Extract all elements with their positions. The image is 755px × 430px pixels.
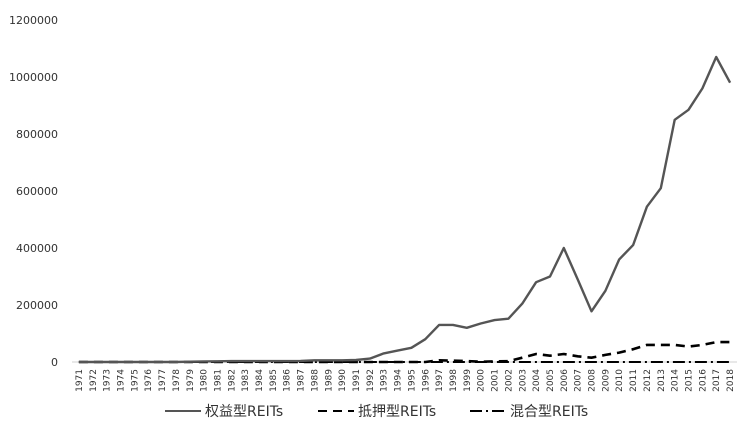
x-tick-label: 2001 <box>491 369 501 392</box>
y-tick-label: 1000000 <box>9 71 58 84</box>
x-tick-label: 1971 <box>75 369 85 392</box>
x-tick-label: 2008 <box>588 369 598 392</box>
x-tick-label: 1972 <box>89 369 99 392</box>
x-tick-label: 1973 <box>103 369 113 392</box>
y-tick-label: 1200000 <box>9 14 58 27</box>
x-tick-label: 2003 <box>518 369 528 392</box>
y-tick-label: 200000 <box>16 299 58 312</box>
legend-label-2: 混合型REITs <box>510 404 588 420</box>
x-tick-label: 1993 <box>380 369 390 392</box>
x-tick-label: 2006 <box>560 369 570 392</box>
x-tick-label: 1997 <box>435 369 445 392</box>
x-tick-label: 2012 <box>643 369 653 392</box>
x-tick-label: 1976 <box>144 369 154 392</box>
x-tick-label: 1982 <box>227 369 237 392</box>
x-tick-label: 1998 <box>449 369 459 392</box>
x-tick-label: 2011 <box>629 369 639 392</box>
y-tick-label: 600000 <box>16 185 58 198</box>
x-tick-label: 2000 <box>477 369 487 392</box>
x-tick-label: 2004 <box>532 369 542 392</box>
x-tick-label: 2009 <box>601 369 611 392</box>
x-tick-label: 2007 <box>574 369 584 392</box>
legend: 权益型REITs 抵押型REITs 混合型REITs <box>165 404 588 420</box>
x-tick-label: 1999 <box>463 369 473 392</box>
x-tick-label: 2017 <box>712 369 722 392</box>
x-tick-label: 1974 <box>116 369 126 392</box>
x-tick-label: 1988 <box>310 369 320 392</box>
series-line-1 <box>78 340 731 364</box>
x-tick-label: 1989 <box>324 369 334 392</box>
x-tick-label: 1986 <box>283 369 293 392</box>
x-tick-label: 2010 <box>615 369 625 392</box>
x-tick-label: 1992 <box>366 369 376 392</box>
x-tick-label: 2016 <box>698 369 708 392</box>
x-tick-label: 1983 <box>241 369 251 392</box>
x-tick-label: 1978 <box>172 369 182 392</box>
x-tick-label: 1995 <box>407 369 417 392</box>
legend-label-0: 权益型REITs <box>205 404 283 420</box>
x-tick-label: 1984 <box>255 369 265 392</box>
x-axis: 1971 1972 1973 1974 1975 1976 1977 1978 1979 1980… <box>72 361 737 392</box>
x-tick-label: 2013 <box>657 369 667 392</box>
x-tick-label: 1980 <box>200 369 210 392</box>
x-tick-label: 2018 <box>726 369 736 392</box>
x-tick-label: 1981 <box>213 369 223 392</box>
y-tick-label: 400000 <box>16 242 58 255</box>
x-tick-label: 1977 <box>158 369 168 392</box>
legend-label-1: 抵押型REITs <box>358 404 436 420</box>
x-tick-label: 1975 <box>130 369 140 392</box>
x-tick-label: 1991 <box>352 369 362 392</box>
x-tick-label: 2002 <box>504 369 514 392</box>
x-tick-label: 1987 <box>297 369 307 392</box>
y-axis: 0 200000 400000 600000 800000 1000000 1200000 <box>9 14 58 369</box>
x-tick-label: 1990 <box>338 369 348 392</box>
series-lines <box>78 55 732 364</box>
x-tick-label: 1985 <box>269 369 279 392</box>
x-tick-label: 2015 <box>685 369 695 392</box>
x-tick-label: 1996 <box>421 369 431 392</box>
y-tick-label: 800000 <box>16 128 58 141</box>
x-tick-label: 2005 <box>546 369 556 392</box>
x-tick-label: 1979 <box>186 369 196 392</box>
series-line-0 <box>78 55 732 364</box>
y-tick-label: 0 <box>51 356 58 369</box>
x-tick-label: 1994 <box>394 369 404 392</box>
x-tick-label: 2014 <box>671 369 681 392</box>
